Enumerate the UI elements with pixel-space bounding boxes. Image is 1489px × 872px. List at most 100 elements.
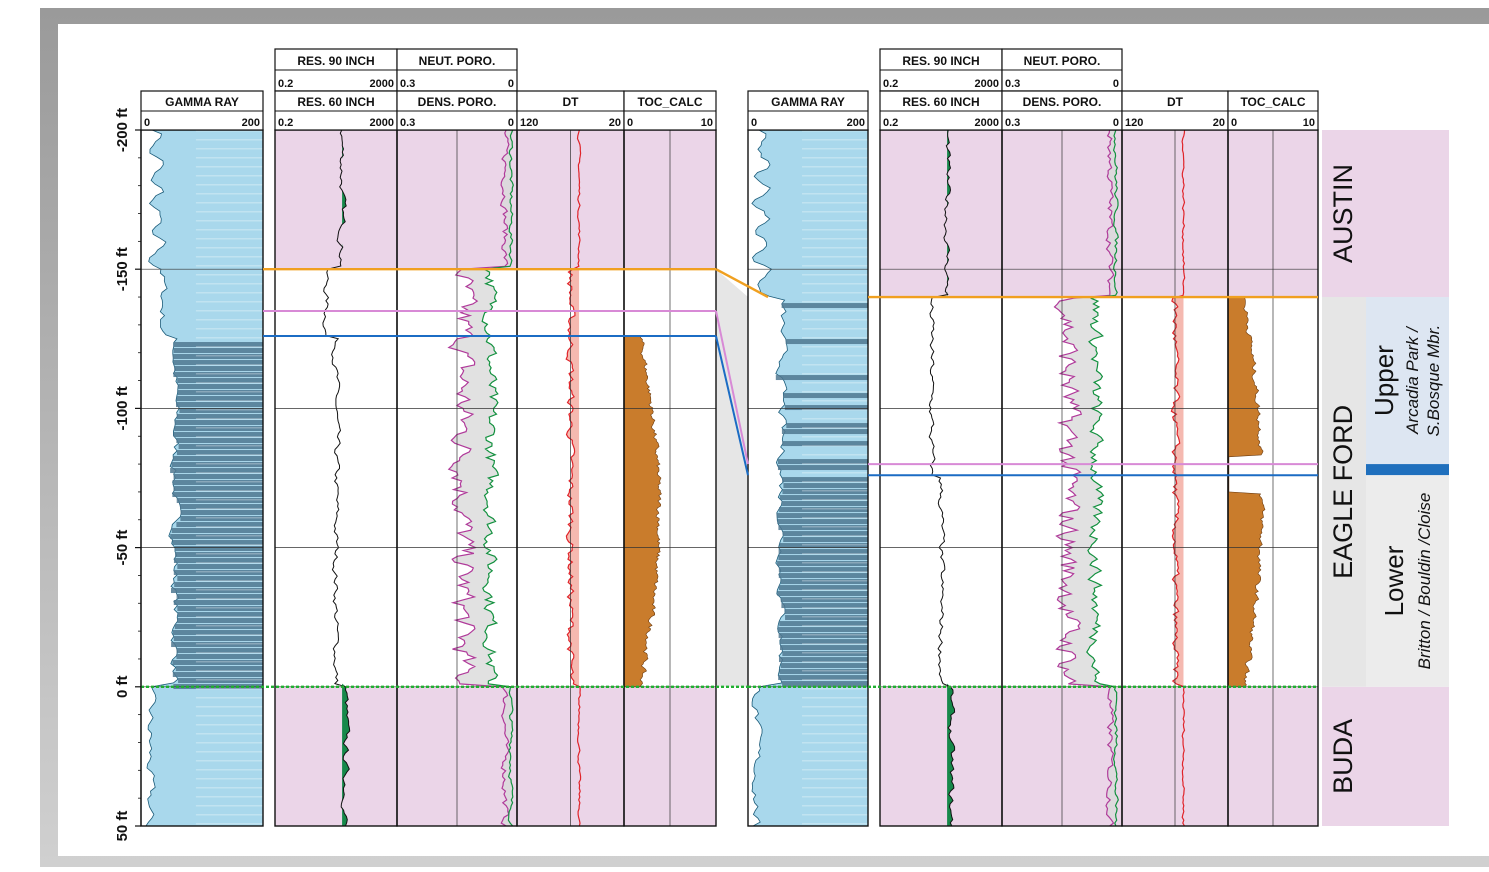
upper-zone-panel xyxy=(1366,297,1449,465)
gamma-ray-shale-band xyxy=(778,525,868,531)
depth-tick-label: -200 ft xyxy=(114,108,131,152)
gamma-ray-shale-band xyxy=(176,654,263,660)
gamma-ray-stripe xyxy=(195,706,263,708)
gamma-ray-shale-band xyxy=(785,609,868,615)
dt-fill xyxy=(1171,297,1184,687)
gamma-ray-stripe xyxy=(802,391,868,393)
res-60-scale-min: 0.2 xyxy=(883,117,898,129)
gamma-ray-stripe xyxy=(195,202,263,204)
gamma-ray-stripe xyxy=(802,751,868,753)
gamma-ray-stripe xyxy=(802,625,868,627)
gamma-ray-shale-band xyxy=(782,441,868,447)
gamma-ray-stripe xyxy=(802,238,868,240)
gamma-ray-stripe xyxy=(195,778,263,780)
gamma-ray-shale-band xyxy=(783,483,868,489)
gamma-ray-stripe xyxy=(195,418,263,420)
gamma-ray-stripe xyxy=(195,508,263,510)
gamma-ray-stripe xyxy=(802,643,868,645)
gamma-ray-stripe xyxy=(802,355,868,357)
gamma-ray-stripe xyxy=(802,481,868,483)
gamma-ray-shale-band xyxy=(778,585,868,591)
gamma-ray-stripe xyxy=(195,337,263,339)
austin-zone-bg xyxy=(880,130,1002,298)
neut-poro-scale-min: 0.3 xyxy=(400,78,415,90)
gamma-ray-stripe xyxy=(802,634,868,636)
gamma-ray-stripe xyxy=(802,229,868,231)
gamma-ray-stripe xyxy=(802,175,868,177)
gamma-ray-stripe xyxy=(802,544,868,546)
gamma-ray-stripe xyxy=(802,715,868,717)
gamma-ray-shale-band xyxy=(785,339,868,345)
gamma-ray-stripe xyxy=(802,256,868,258)
gamma-ray-stripe xyxy=(195,211,263,213)
gamma-ray-shale-band xyxy=(174,366,263,372)
gamma-ray-shale-band xyxy=(779,621,868,627)
density-porosity-curve xyxy=(481,129,514,827)
gamma-ray-stripe xyxy=(802,139,868,141)
gamma-ray-stripe xyxy=(195,688,263,690)
gamma-ray-shale-band xyxy=(779,639,868,645)
gamma-ray-shale-band xyxy=(173,600,263,606)
gamma-ray-stripe xyxy=(195,409,263,411)
gamma-ray-stripe xyxy=(802,427,868,429)
toc-calc-track-title: TOC_CALC xyxy=(1240,95,1305,109)
gamma-ray-stripe xyxy=(195,382,263,384)
gamma-ray-shale-band xyxy=(176,396,263,402)
gamma-ray-shale-band xyxy=(781,429,868,435)
gamma-ray-shale-band xyxy=(171,642,263,648)
gamma-ray-stripe xyxy=(195,697,263,699)
gamma-ray-stripe xyxy=(195,760,263,762)
gamma-ray-stripe xyxy=(195,463,263,465)
gamma-ray-stripe xyxy=(195,130,263,132)
gamma-ray-shale-band xyxy=(175,546,263,552)
gamma-ray-stripe xyxy=(802,823,868,825)
gamma-ray-stripe xyxy=(802,148,868,150)
gamma-ray-shale-band xyxy=(176,450,263,456)
res-90-scale-max: 2000 xyxy=(975,78,999,90)
res-90-scale-min: 0.2 xyxy=(278,78,293,90)
gamma-ray-shale-band xyxy=(175,552,263,558)
gamma-ray-stripe xyxy=(802,211,868,213)
gamma-ray-stripe xyxy=(195,274,263,276)
gamma-ray-stripe xyxy=(195,454,263,456)
gamma-ray-stripe xyxy=(802,670,868,672)
gamma-ray-shale-band xyxy=(177,618,263,624)
porosity-crossover-fill xyxy=(1054,130,1119,826)
gamma-ray-shale-band xyxy=(174,582,263,588)
gamma-ray-stripe xyxy=(802,337,868,339)
gamma-ray-shale-band xyxy=(173,432,263,438)
neut-poro-track-title: NEUT. PORO. xyxy=(419,54,496,68)
gamma-ray-stripe xyxy=(802,697,868,699)
gamma-ray-stripe xyxy=(195,805,263,807)
gamma-ray-stripe xyxy=(195,481,263,483)
gamma-ray-shale-band xyxy=(778,555,868,561)
gamma-ray-stripe xyxy=(195,733,263,735)
gamma-ray-stripe xyxy=(195,517,263,519)
austin-zone-label: AUSTIN xyxy=(1328,164,1358,263)
porosity-crossover-fill xyxy=(448,130,514,826)
gamma-ray-shale-band xyxy=(777,459,868,465)
neut-poro-scale-max: 0 xyxy=(1113,78,1119,90)
gamma-ray-stripe xyxy=(195,283,263,285)
res-60-scale-min: 0.2 xyxy=(278,117,293,129)
gamma-ray-shale-band xyxy=(782,651,868,657)
gamma-ray-track-title: GAMMA RAY xyxy=(771,95,845,109)
gamma-ray-shale-band xyxy=(176,402,263,408)
gamma-ray-stripe xyxy=(195,472,263,474)
gamma-ray-stripe xyxy=(802,202,868,204)
gamma-ray-shale-band xyxy=(777,627,868,633)
gamma-ray-stripe xyxy=(195,436,263,438)
gamma-ray-shale-band xyxy=(171,528,263,534)
toc-fill xyxy=(623,335,662,688)
depth-tick-label: 0 ft xyxy=(114,676,131,699)
buda-zone-label: BUDA xyxy=(1328,719,1358,794)
res-60-track-title: RES. 60 INCH xyxy=(902,95,979,109)
gamma-ray-stripe xyxy=(802,130,868,132)
gamma-ray-stripe xyxy=(195,373,263,375)
gamma-ray-stripe xyxy=(195,715,263,717)
gamma-ray-shale-band xyxy=(776,513,868,519)
gamma-ray-stripe xyxy=(195,652,263,654)
gamma-ray-stripe xyxy=(195,742,263,744)
gamma-ray-stripe xyxy=(195,598,263,600)
gamma-ray-shale-band xyxy=(777,591,868,597)
